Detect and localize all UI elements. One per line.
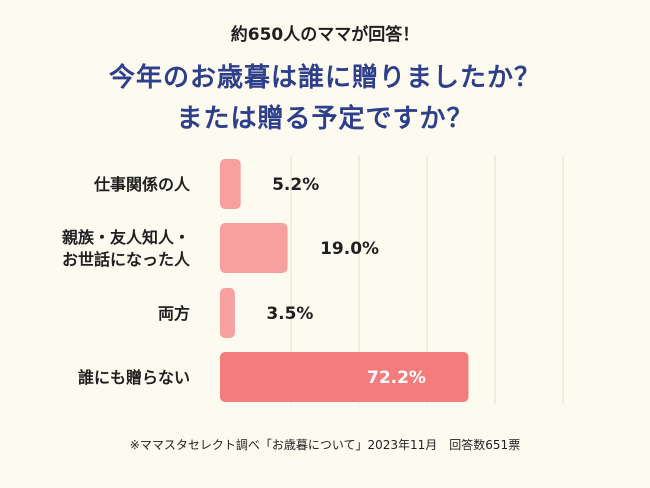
value-label: 72.2% (367, 368, 426, 388)
category-label: 両方 (158, 304, 190, 323)
value-label: 19.0% (320, 239, 379, 259)
chart-subtitle: 約650人のママが回答！ (230, 25, 420, 45)
category-label: お世話になった人 (62, 250, 191, 269)
source-footnote: ※ママスタセレクト調べ「お歳暮について」2023年11月 回答数651票 (129, 438, 521, 452)
value-label: 3.5% (266, 304, 313, 324)
bar (220, 352, 469, 402)
bar (220, 159, 241, 209)
value-label: 5.2% (272, 175, 319, 195)
chart-title-line-1: 今年のお歳暮は誰に贈りましたか？ (108, 63, 541, 93)
category-label: 誰にも贈らない (78, 368, 190, 387)
bar (220, 223, 288, 273)
category-label: 親族・友人知人・ (62, 228, 190, 247)
bar (220, 288, 235, 338)
category-label: 仕事関係の人 (93, 175, 191, 194)
chart-title-line-2: または贈る予定ですか？ (176, 104, 474, 134)
